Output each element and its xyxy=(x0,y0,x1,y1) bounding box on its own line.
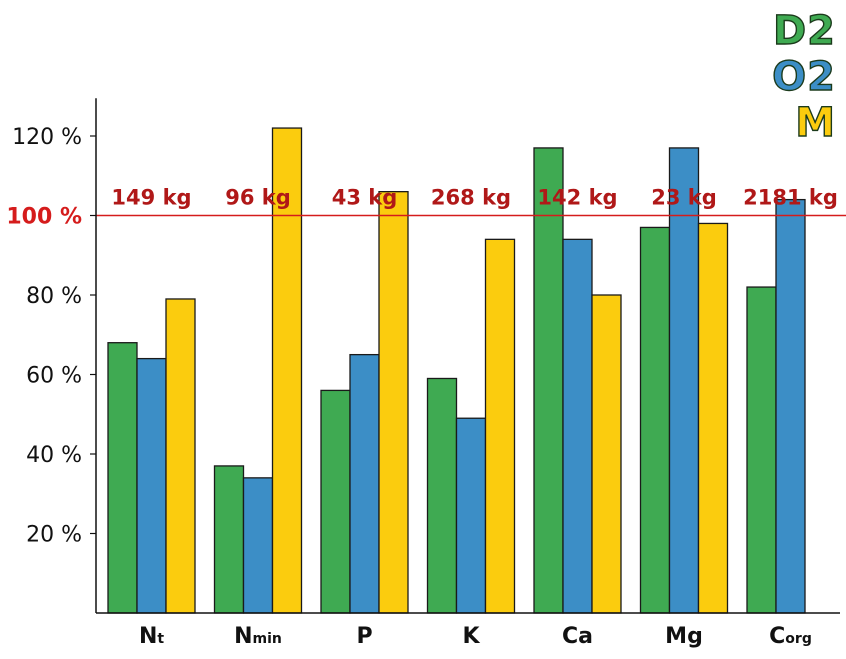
category-label-main: Mg xyxy=(665,624,703,649)
category-label: Ca xyxy=(562,624,593,649)
bar-d2-ca xyxy=(533,147,564,614)
category-label: Mg xyxy=(665,624,703,649)
bar-o2-ca xyxy=(562,238,593,614)
category-label-main: P xyxy=(356,624,372,649)
amount-label: 2181 kg xyxy=(743,186,838,210)
y-tick-label: 60 % xyxy=(26,364,82,389)
legend: D2 O2 M xyxy=(771,7,836,146)
bar-m-mg xyxy=(697,222,729,614)
y-tick-label: 100 % xyxy=(6,205,82,230)
category-label-sub: org xyxy=(785,631,812,647)
y-tick-label: 40 % xyxy=(26,443,82,468)
category-label: Corg xyxy=(769,624,812,649)
bar-o2-corg xyxy=(775,198,806,614)
amount-label: 142 kg xyxy=(537,186,617,210)
category-label-main: Ca xyxy=(562,624,593,649)
category-label-main: K xyxy=(462,624,480,649)
amount-label: 43 kg xyxy=(332,186,398,210)
amount-label: 96 kg xyxy=(225,186,291,210)
bar-d2-nt xyxy=(107,342,138,614)
category-label: Nt xyxy=(139,624,164,649)
y-ticks-layer: 20 % 40 % 60 % 80 % 100 % 120 % xyxy=(6,125,96,548)
bar-m-nmin xyxy=(271,127,303,614)
bar-m-p xyxy=(378,190,409,614)
category-labels-layer: Nt Nmin P K Ca Mg Corg xyxy=(139,624,812,649)
legend-item-o2: O2 xyxy=(771,53,836,100)
bar-m-nt xyxy=(165,298,196,614)
amount-label: 23 kg xyxy=(651,186,717,210)
bar-m-ca xyxy=(591,294,622,614)
amount-labels-layer: 149 kg 96 kg 43 kg 268 kg 142 kg 23 kg 2181 kg xyxy=(111,186,837,210)
category-label: Nmin xyxy=(234,624,282,649)
legend-item-d2: D2 xyxy=(772,7,836,54)
amount-label: 268 kg xyxy=(431,186,511,210)
bar-d2-corg xyxy=(746,286,777,614)
category-label-main: N xyxy=(234,624,252,649)
axes-layer xyxy=(95,98,840,614)
category-label-sub: min xyxy=(253,631,282,647)
y-tick-label: 120 % xyxy=(12,125,82,150)
y-tick-label: 20 % xyxy=(26,523,82,548)
bar-o2-k xyxy=(455,417,487,614)
bar-o2-mg xyxy=(668,147,700,614)
legend-item-m: M xyxy=(794,99,836,146)
bar-o2-p xyxy=(349,353,380,614)
bar-o2-nmin xyxy=(242,477,274,614)
bars-layer xyxy=(107,127,806,614)
y-tick-label: 80 % xyxy=(26,284,82,309)
category-label-main: C xyxy=(769,624,785,649)
category-label-main: N xyxy=(139,624,157,649)
bar-d2-k xyxy=(426,377,458,614)
category-label: P xyxy=(356,624,372,649)
amount-label: 149 kg xyxy=(111,186,191,210)
bar-o2-nt xyxy=(136,357,167,614)
bar-m-k xyxy=(484,238,516,614)
bar-d2-nmin xyxy=(213,465,245,614)
bar-d2-mg xyxy=(639,226,671,614)
bar-d2-p xyxy=(320,389,351,614)
category-label-sub: t xyxy=(157,631,164,647)
category-label: K xyxy=(462,624,480,649)
